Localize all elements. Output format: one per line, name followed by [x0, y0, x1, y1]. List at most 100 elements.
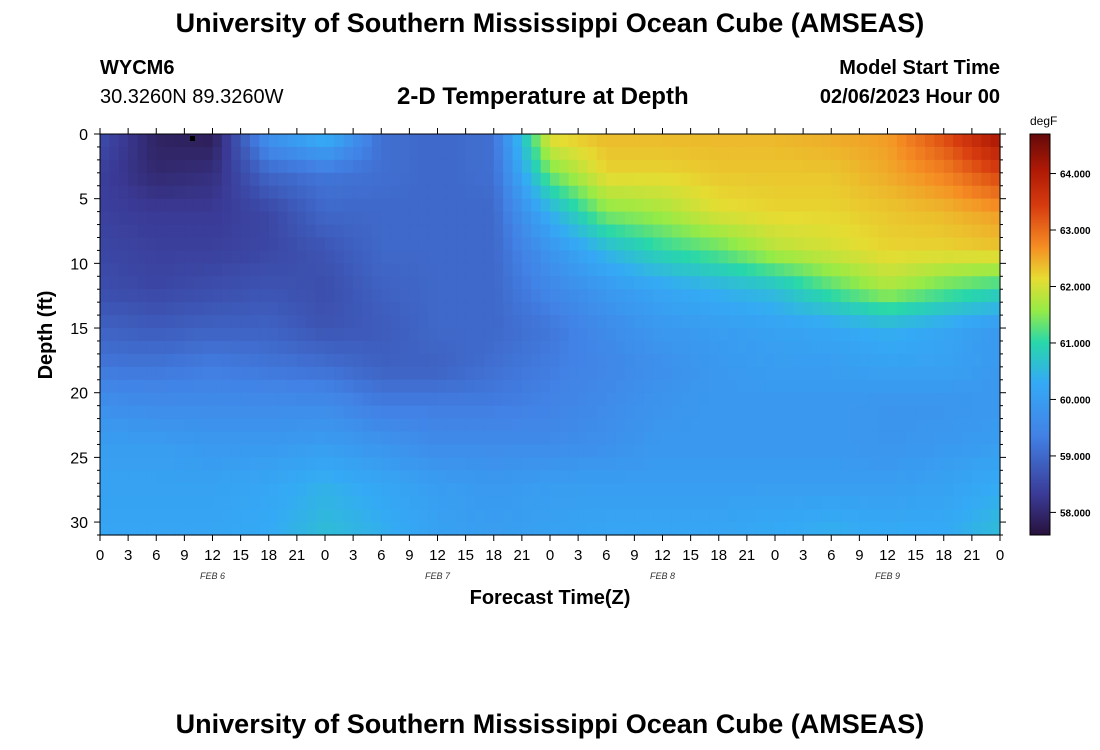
heatmap-cell: [165, 431, 176, 446]
heatmap-cell: [146, 302, 157, 316]
heatmap-cell: [728, 379, 739, 394]
heatmap-cell: [128, 379, 139, 394]
heatmap-cell: [165, 172, 176, 187]
heatmap-cell: [128, 185, 139, 200]
x-tick-label: 9: [855, 547, 863, 564]
heatmap-cell: [250, 302, 260, 316]
heatmap-cell: [990, 315, 1001, 329]
heatmap-cell: [784, 185, 795, 200]
heatmap-cell: [362, 224, 373, 239]
heatmap-cell: [512, 263, 523, 277]
heatmap-cell: [231, 146, 242, 161]
heatmap-cell: [231, 276, 242, 290]
heatmap-cell: [456, 289, 467, 303]
heatmap-cell: [315, 146, 326, 161]
heatmap-cell: [278, 431, 289, 446]
heatmap-cell: [915, 250, 926, 264]
heatmap-cell: [915, 392, 926, 407]
heatmap-cell: [465, 418, 476, 433]
heatmap-cell: [306, 315, 317, 329]
heatmap-cell: [681, 509, 692, 523]
heatmap-cell: [643, 457, 654, 471]
heatmap-cell: [681, 172, 692, 187]
heatmap-cell: [859, 146, 870, 161]
heatmap-cell: [643, 159, 654, 174]
heatmap-cell: [859, 340, 870, 355]
heatmap-cell: [428, 302, 439, 316]
heatmap-cell: [943, 134, 954, 148]
heatmap-cell: [512, 211, 523, 226]
heatmap-cell: [962, 302, 973, 316]
heatmap-cell: [362, 366, 373, 381]
heatmap-cell: [390, 392, 401, 407]
heatmap-cell: [175, 159, 185, 174]
heatmap-cell: [568, 134, 579, 148]
heatmap-cell: [146, 418, 157, 433]
heatmap-cell: [690, 470, 701, 484]
heatmap-cell: [475, 392, 485, 407]
heatmap-cell: [465, 134, 476, 148]
heatmap-cell: [775, 340, 785, 355]
heatmap-cell: [118, 263, 129, 277]
heatmap-cell: [400, 392, 410, 407]
heatmap-cell: [643, 366, 654, 381]
heatmap-cell: [653, 146, 664, 161]
heatmap-cell: [100, 379, 110, 394]
heatmap-cell: [193, 418, 204, 433]
heatmap-cell: [287, 522, 298, 536]
heatmap-cell: [409, 328, 420, 342]
heatmap-cell: [803, 418, 814, 433]
heatmap-cell: [400, 483, 410, 497]
heatmap-cell: [971, 509, 982, 523]
heatmap-cell: [737, 366, 748, 381]
heatmap-cell: [475, 522, 485, 536]
heatmap-cell: [559, 392, 570, 407]
heatmap-cell: [437, 185, 448, 200]
x-tick-label: 9: [180, 547, 188, 564]
heatmap-cell: [503, 522, 514, 536]
heatmap-cell: [587, 353, 598, 368]
heatmap-cell: [671, 224, 682, 239]
heatmap-cell: [596, 457, 607, 471]
heatmap-cell: [568, 315, 579, 329]
heatmap-cell: [109, 444, 120, 458]
heatmap-cell: [456, 470, 467, 484]
heatmap-cell: [184, 496, 195, 510]
heatmap-cell: [334, 340, 345, 355]
heatmap-cell: [625, 509, 635, 523]
heatmap-cell: [381, 198, 392, 213]
heatmap-cell: [109, 522, 120, 536]
heatmap-cell: [203, 315, 214, 329]
heatmap-cell: [775, 509, 785, 523]
heatmap-cell: [184, 211, 195, 226]
heatmap-cell: [287, 211, 298, 226]
heatmap-cell: [596, 366, 607, 381]
heatmap-cell: [550, 289, 560, 303]
heatmap-cell: [803, 172, 814, 187]
heatmap-cell: [793, 340, 804, 355]
heatmap-cell: [175, 418, 185, 433]
heatmap-cell: [418, 250, 429, 264]
heatmap-cell: [775, 134, 785, 148]
heatmap-cell: [793, 444, 804, 458]
heatmap-cell: [859, 276, 870, 290]
heatmap-cell: [840, 483, 851, 497]
heatmap-cell: [700, 328, 710, 342]
heatmap-cell: [775, 457, 785, 471]
heatmap-cell: [315, 405, 326, 420]
heatmap-cell: [428, 250, 439, 264]
heatmap-cell: [418, 431, 429, 446]
heatmap-cell: [240, 185, 251, 200]
heatmap-cell: [784, 483, 795, 497]
heatmap-cell: [540, 340, 551, 355]
heatmap-cell: [521, 522, 532, 536]
heatmap-cell: [296, 496, 307, 510]
heatmap-cell: [671, 418, 682, 433]
heatmap-cell: [503, 418, 514, 433]
heatmap-cell: [878, 289, 889, 303]
heatmap-cell: [475, 379, 485, 394]
heatmap-cell: [503, 134, 514, 148]
heatmap-cell: [746, 496, 757, 510]
heatmap-cell: [981, 483, 992, 497]
heatmap-cell: [287, 328, 298, 342]
